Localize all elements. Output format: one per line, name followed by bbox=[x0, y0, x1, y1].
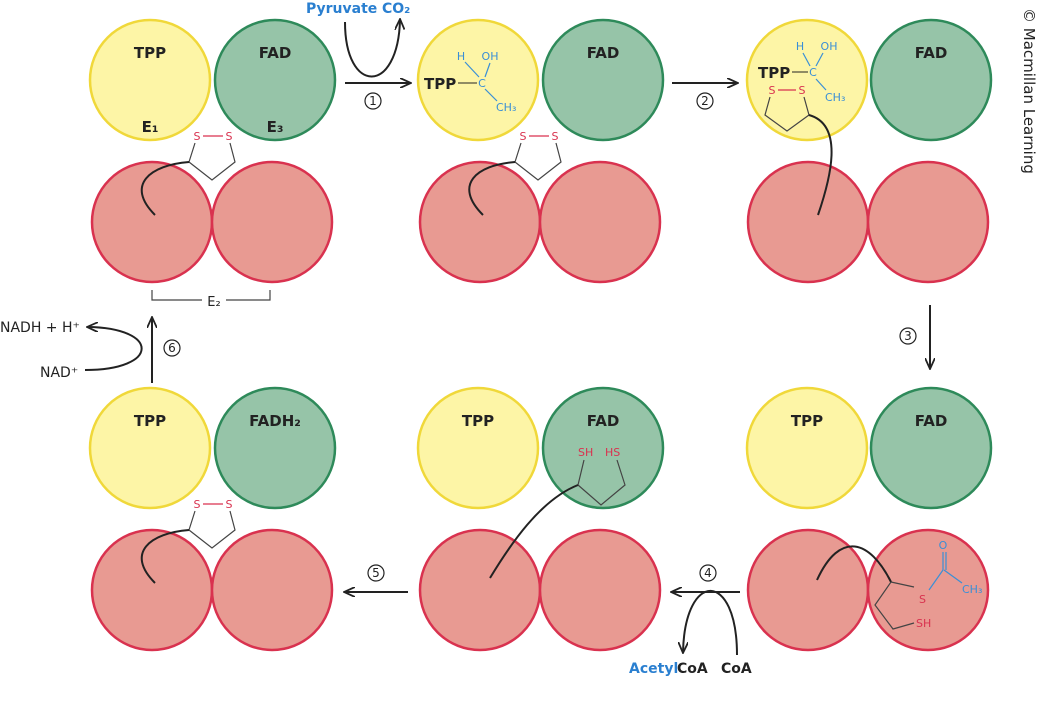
step-3-lipoamide-reduction: 3 bbox=[899, 305, 930, 368]
svg-text:S: S bbox=[226, 498, 233, 511]
fad-label: FAD bbox=[587, 412, 620, 430]
tpp-label: TPP bbox=[791, 412, 823, 430]
e2-subunit bbox=[90, 528, 214, 652]
panel-initial: TPP FAD E₁ E₃ S S E₂ bbox=[88, 18, 337, 310]
e3-fad-circle bbox=[541, 386, 665, 510]
pyruvate-label: Pyruvate bbox=[306, 1, 377, 17]
tpp-label: TPP bbox=[424, 75, 456, 93]
panel-dihydrolipoamide-oxidation: TPP FAD SH HS bbox=[416, 386, 665, 652]
svg-text:C: C bbox=[478, 77, 486, 90]
step-number: 3 bbox=[904, 329, 912, 343]
e3-fad-circle bbox=[869, 386, 993, 510]
step-number: 2 bbox=[701, 94, 709, 108]
e2-label: E₂ bbox=[207, 295, 220, 310]
e2-subunit bbox=[210, 160, 334, 284]
svg-text:S: S bbox=[769, 84, 776, 97]
svg-text:S: S bbox=[194, 498, 201, 511]
svg-text:CH₃: CH₃ bbox=[825, 91, 845, 104]
e3-label: E₃ bbox=[267, 118, 284, 136]
svg-text:HS: HS bbox=[605, 446, 620, 459]
e1-tpp-circle bbox=[745, 18, 869, 142]
e3-fadh2-circle bbox=[213, 386, 337, 510]
svg-text:CH₃: CH₃ bbox=[962, 583, 982, 596]
e1-tpp-circle bbox=[745, 386, 869, 510]
coa-label: CoA bbox=[721, 661, 752, 677]
svg-text:S: S bbox=[226, 130, 233, 143]
step-number: 1 bbox=[369, 94, 377, 108]
svg-text:OH: OH bbox=[821, 40, 838, 53]
step-6-nad-reduction: 6 NADH + H⁺ NAD⁺ bbox=[0, 318, 181, 383]
step-number: 5 bbox=[372, 566, 380, 580]
fad-label: FAD bbox=[915, 44, 948, 62]
e2-subunit bbox=[538, 160, 662, 284]
nad-label: NAD⁺ bbox=[40, 365, 78, 381]
acetyl-label: Acetyl bbox=[629, 661, 678, 677]
svg-text:S: S bbox=[919, 593, 926, 606]
lipoamide-disulfide: S S bbox=[140, 498, 236, 584]
fad-label: FAD bbox=[259, 44, 292, 62]
e3-fad-circle bbox=[869, 18, 993, 142]
copyright-text: © Macmillan Learning bbox=[1020, 8, 1038, 174]
e3-fad-circle bbox=[213, 18, 337, 142]
e2-subunit bbox=[866, 528, 990, 652]
panel-hydroxyethyl-tpp: FAD TPP C H OH CH₃ S S bbox=[416, 18, 665, 284]
step-number: 4 bbox=[704, 566, 712, 580]
step-1-decarboxylation: 1 Pyruvate CO₂ bbox=[306, 1, 410, 110]
step-2-transfer: 2 bbox=[672, 83, 737, 110]
e2-subunit bbox=[866, 160, 990, 284]
e1-label: E₁ bbox=[142, 118, 159, 136]
svg-text:H: H bbox=[796, 40, 804, 53]
tpp-label: TPP bbox=[758, 64, 790, 82]
nadh-label: NADH + H⁺ bbox=[0, 320, 80, 336]
lipoamide-disulfide: S S bbox=[468, 130, 562, 216]
step-5-reoxidation: 5 bbox=[345, 564, 408, 592]
e1-tpp-circle bbox=[88, 18, 212, 142]
svg-text:S: S bbox=[799, 84, 806, 97]
svg-text:S: S bbox=[194, 130, 201, 143]
svg-text:H: H bbox=[457, 50, 465, 63]
e2-subunit bbox=[538, 528, 662, 652]
e3-fad-circle bbox=[541, 18, 665, 142]
e2-subunit bbox=[210, 528, 334, 652]
panel-acetyl-dihydrolipoamide: TPP FAD S O CH₃ SH bbox=[745, 386, 993, 652]
svg-text:CH₃: CH₃ bbox=[496, 101, 516, 114]
svg-text:S: S bbox=[520, 130, 527, 143]
svg-text:S: S bbox=[552, 130, 559, 143]
svg-text:O: O bbox=[939, 539, 948, 552]
fad-label: FAD bbox=[587, 44, 620, 62]
fad-label: FAD bbox=[915, 412, 948, 430]
step-number: 6 bbox=[168, 341, 176, 355]
svg-text:SH: SH bbox=[916, 617, 931, 630]
e2-subunit bbox=[418, 528, 542, 652]
e2-bracket: E₂ bbox=[151, 290, 271, 310]
svg-text:C: C bbox=[809, 66, 817, 79]
svg-text:OH: OH bbox=[482, 50, 499, 63]
tpp-label: TPP bbox=[134, 44, 166, 62]
co2-label: CO₂ bbox=[382, 1, 410, 17]
e2-subunit bbox=[746, 528, 870, 652]
e1-tpp-circle bbox=[88, 386, 212, 510]
panel-tpp-lipoamide-intermediate: FAD TPP C H OH CH₃ S S bbox=[745, 18, 993, 284]
e2-subunit bbox=[90, 160, 214, 284]
e1-tpp-circle bbox=[416, 18, 540, 142]
fadh2-label: FADH₂ bbox=[249, 412, 301, 430]
hydroxyethyl-tpp: TPP C H OH CH₃ bbox=[424, 50, 516, 114]
e2-subunit bbox=[746, 160, 870, 284]
tpp-label: TPP bbox=[134, 412, 166, 430]
panel-fadh2: TPP FADH₂ S S bbox=[88, 386, 337, 652]
svg-text:SH: SH bbox=[578, 446, 593, 459]
lipoamide-disulfide: S S bbox=[140, 130, 236, 216]
tpp-label: TPP bbox=[462, 412, 494, 430]
step-4-acetyl-transfer: 4 Acetyl CoA CoA bbox=[629, 564, 752, 677]
acetyl-coa-label: CoA bbox=[677, 661, 708, 677]
e2-subunit bbox=[418, 160, 542, 284]
e1-tpp-circle bbox=[416, 386, 540, 510]
